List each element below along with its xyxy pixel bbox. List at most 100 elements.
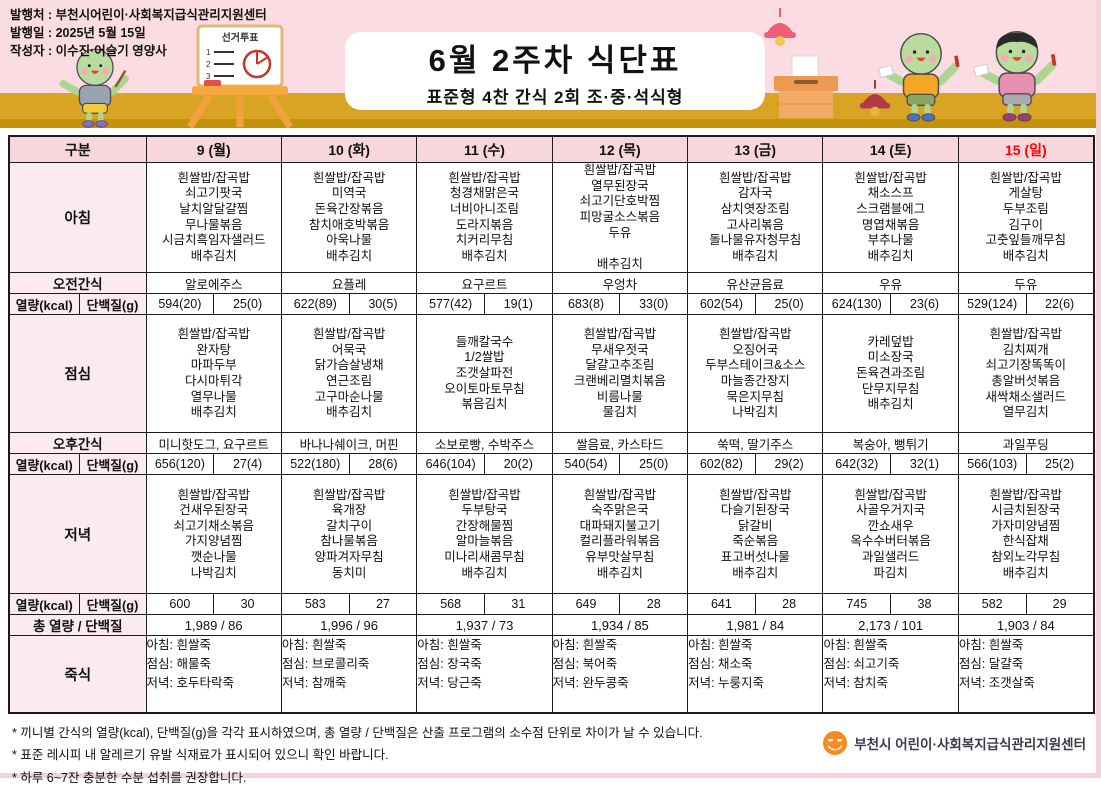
porridge-cell: 아침: 흰쌀죽 점심: 해물죽 저녁: 호두타락죽 (145, 635, 282, 714)
menu-cell: 흰쌀밥/잡곡밥 오징어국 두부스테이크&소스 마늘종간장지 묵은지무침 나박김치 (687, 314, 824, 434)
day-header: 10 (화) (280, 135, 418, 163)
menu-cell: 흰쌀밥/잡곡밥 열무된장국 쇠고기단호박찜 피망굴소스볶음 두유 배추김치 (551, 161, 689, 274)
mascot-yellow-icon (878, 32, 960, 122)
kcal-value: 600 (145, 593, 215, 616)
breakfast-row: 아침 흰쌀밥/잡곡밥 쇠고기팟국 날치알달걀찜 무나물볶음 시금치흑임자샐러드 … (8, 161, 1095, 274)
kcal-value: 566(103) (957, 453, 1027, 476)
protein-value: 20(2) (483, 453, 553, 476)
page-title: 6월 2주차 식단표 (428, 42, 682, 78)
protein-value: 29(2) (754, 453, 824, 476)
kcal-value: 522(180) (280, 453, 350, 476)
kcal-value: 594(20) (145, 293, 215, 316)
author-line: 작성자 : 이수진·어슬기 영양사 (10, 44, 167, 59)
menu-cell: 흰쌀밥/잡곡밥 완자탕 마파두부 다시마튀각 열무나물 배추김치 (145, 314, 282, 434)
day-header: 9 (월) (145, 135, 282, 163)
center-logo: 부천시 어린이·사회복지급식관리지원센터 (822, 730, 1086, 756)
snack-cell: 두유 (957, 272, 1095, 295)
kcal-value: 646(104) (416, 453, 485, 476)
kcal-value: 602(82) (687, 453, 756, 476)
protein-value: 25(0) (213, 293, 282, 316)
issue-date-line: 발행일 : 2025년 5월 15일 (10, 26, 146, 41)
menu-cell: 흰쌀밥/잡곡밥 다슬기된장국 닭갈비 죽순볶음 표고버섯나물 배추김치 (687, 474, 824, 595)
menu-cell: 흰쌀밥/잡곡밥 숙주맑은국 대파돼지불고기 컬리플라워볶음 유부맛살무침 배추김… (551, 474, 689, 595)
footnote: * 표준 레시피 내 알레르기 유발 식재료가 표시되어 있으니 확인 바랍니다… (12, 748, 389, 763)
kcal-value: 529(124) (957, 293, 1027, 316)
kcal-value: 540(54) (551, 453, 621, 476)
day-header: 13 (금) (687, 135, 824, 163)
kcal-label: 열량(kcal) (8, 293, 80, 316)
menu-cell: 흰쌀밥/잡곡밥 채소스프 스크램블에그 명엽채볶음 부추나물 배추김치 (822, 161, 959, 274)
protein-label: 단백질(g) (78, 453, 147, 476)
board-number: 1 (206, 48, 211, 57)
kcal-label: 열량(kcal) (8, 453, 80, 476)
weekly-menu-table: 구분 9 (월) 10 (화) 11 (수) 12 (목) 13 (금) 14 … (8, 135, 1095, 714)
footnotes: * 끼니별 간식의 열량(kcal), 단백질(g)을 각각 표시하였으며, 총… (12, 722, 1092, 789)
porridge-cell: 아침: 흰쌀죽 점심: 장국죽 저녁: 당근죽 (416, 635, 553, 714)
corner-header: 구분 (8, 135, 147, 163)
protein-value: 27(4) (213, 453, 282, 476)
menu-cell: 흰쌀밥/잡곡밥 두부탕국 간장해물찜 알마늘볶음 미나리새콤무침 배추김치 (416, 474, 553, 595)
total-row: 총 열량 / 단백질 1,989 / 86 1,996 / 96 1,937 /… (8, 614, 1095, 637)
smiley-logo-icon (823, 730, 848, 755)
total-cell: 1,996 / 96 (280, 614, 418, 637)
title-card: 6월 2주차 식단표 표준형 4찬 간식 2회 조·중·석식형 (345, 32, 765, 110)
porridge-cell: 아침: 흰쌀죽 점심: 쇠고기죽 저녁: 참치죽 (822, 635, 959, 714)
menu-cell: 들깨칼국수 1/2쌀밥 조갯살파전 오이토마토무침 볶음김치 (416, 314, 553, 434)
day-header: 11 (수) (416, 135, 553, 163)
lamp-icon (764, 8, 796, 46)
day-header-sunday: 15 (일) (957, 135, 1095, 163)
menu-cell: 흰쌀밥/잡곡밥 무새우젓국 달걀고추조림 크랜베리멸치볶음 비름나물 물김치 (551, 314, 689, 434)
breakfast-label: 아침 (8, 161, 147, 274)
snack-cell: 복숭아, 뻥튀기 (822, 432, 959, 455)
kcal-value: 577(42) (416, 293, 485, 316)
kcal-label: 열량(kcal) (8, 593, 80, 616)
menu-cell: 흰쌀밥/잡곡밥 청경채맑은국 너비아니조림 도라지볶음 치커리무침 배추김치 (416, 161, 553, 274)
protein-value: 25(0) (619, 453, 689, 476)
pm-snack-label: 오후간식 (8, 432, 147, 455)
protein-value: 19(1) (483, 293, 553, 316)
porridge-row: 죽식 아침: 흰쌀죽 점심: 해물죽 저녁: 호두타락죽 아침: 흰쌀죽 점심:… (8, 635, 1095, 714)
day-header-row: 구분 9 (월) 10 (화) 11 (수) 12 (목) 13 (금) 14 … (8, 135, 1095, 163)
snack-cell: 요플레 (280, 272, 418, 295)
page-subtitle: 표준형 4찬 간식 2회 조·중·석식형 (426, 87, 684, 107)
dinner-label: 저녁 (8, 474, 147, 595)
kcal-value: 745 (822, 593, 892, 616)
menu-cell: 흰쌀밥/잡곡밥 어묵국 닭가슴살냉채 연근조림 고구마순나물 배추김치 (280, 314, 418, 434)
easel-board-icon: 선거투표 1 2 3 (187, 24, 293, 128)
menu-cell: 흰쌀밥/잡곡밥 게살탕 두부조림 김구이 고춧잎들깨무침 배추김치 (957, 161, 1095, 274)
total-cell: 1,989 / 86 (145, 614, 282, 637)
menu-cell: 흰쌀밥/잡곡밥 감자국 삼치엿장조림 고사리볶음 돌나물유자청무침 배추김치 (687, 161, 824, 274)
kcal-value: 641 (687, 593, 756, 616)
snack-cell: 쑥떡, 딸기주스 (687, 432, 824, 455)
snack-cell: 미니핫도그, 요구르트 (145, 432, 282, 455)
protein-value: 30 (213, 593, 282, 616)
total-label: 총 열량 / 단백질 (8, 614, 147, 637)
menu-cell: 흰쌀밥/잡곡밥 육개장 갈치구이 참나물볶음 양파겨자무침 동치미 (280, 474, 418, 595)
porridge-label: 죽식 (8, 635, 147, 714)
board-number: 2 (206, 60, 211, 69)
pm-snack-row: 오후간식 미니핫도그, 요구르트 바나나쉐이크, 머핀 소보로빵, 수박주스 쌀… (8, 432, 1095, 455)
kcal-value: 622(89) (280, 293, 350, 316)
menu-cell: 흰쌀밥/잡곡밥 미역국 돈육간장볶음 참치애호박볶음 아욱나물 배추김치 (280, 161, 418, 274)
footer: * 끼니별 간식의 열량(kcal), 단백질(g)을 각각 표시하였으며, 총… (12, 722, 1092, 789)
am-snack-row: 오전간식 알로에주스 요플레 요구르트 우엉차 유산균음료 우유 두유 (8, 272, 1095, 295)
menu-cell: 흰쌀밥/잡곡밥 김치찌개 쇠고기장똑똑이 총알버섯볶음 새싹채소샐러드 열무김치 (957, 314, 1095, 434)
kcal-value: 683(8) (551, 293, 621, 316)
porridge-cell: 아침: 흰쌀죽 점심: 달걀죽 저녁: 조갯살죽 (957, 635, 1095, 714)
menu-cell: 흰쌀밥/잡곡밥 시금치된장국 가자미양념찜 한식잡채 참외노각무침 배추김치 (957, 474, 1095, 595)
kcal-value: 642(32) (822, 453, 892, 476)
protein-value: 22(6) (1025, 293, 1095, 316)
protein-label: 단백질(g) (78, 593, 147, 616)
footnote: * 끼니별 간식의 열량(kcal), 단백질(g)을 각각 표시하였으며, 총… (12, 725, 703, 740)
protein-value: 33(0) (619, 293, 689, 316)
protein-value: 29 (1025, 593, 1095, 616)
kcal-value: 582 (957, 593, 1027, 616)
mascot-pink-icon (973, 31, 1057, 122)
protein-value: 28 (754, 593, 824, 616)
menu-cell: 흰쌀밥/잡곡밥 쇠고기팟국 날치알달걀찜 무나물볶음 시금치흑임자샐러드 배추김… (145, 161, 282, 274)
total-cell: 1,934 / 85 (551, 614, 689, 637)
total-cell: 1,903 / 84 (957, 614, 1095, 637)
protein-value: 25(2) (1025, 453, 1095, 476)
day-header: 12 (목) (551, 135, 689, 163)
snack-cell: 바나나쉐이크, 머핀 (280, 432, 418, 455)
